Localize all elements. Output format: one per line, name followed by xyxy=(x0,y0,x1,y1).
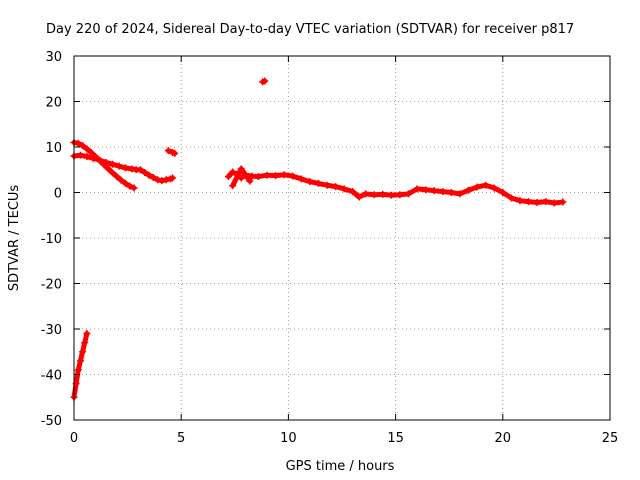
data-point-cluster xyxy=(238,166,253,184)
data-point xyxy=(130,184,138,192)
y-tick-label: -40 xyxy=(41,369,62,384)
x-tick-label: 15 xyxy=(387,431,404,446)
x-tick-label: 5 xyxy=(177,431,185,446)
y-tick-label: -10 xyxy=(41,232,62,247)
y-tick-label: 30 xyxy=(45,50,62,65)
data-point xyxy=(246,177,254,185)
x-axis-ticks: 0 5 10 15 20 25 xyxy=(70,56,618,446)
y-axis-label: SDTVAR / TECUs xyxy=(7,185,22,292)
y-axis-ticks: -50 -40 -30 -20 -10 0 10 20 30 xyxy=(41,50,610,429)
data-points xyxy=(70,77,567,401)
data-point xyxy=(171,149,179,157)
chart-title: Day 220 of 2024, Sidereal Day-to-day VTE… xyxy=(46,22,574,37)
y-tick-label: -50 xyxy=(41,414,62,429)
y-tick-label: -30 xyxy=(41,323,62,338)
data-point xyxy=(83,330,91,338)
y-tick-label: 20 xyxy=(45,96,62,111)
grid-lines xyxy=(74,56,610,420)
x-axis-label: GPS time / hours xyxy=(286,459,395,474)
x-tick-label: 20 xyxy=(495,431,512,446)
data-point xyxy=(169,174,177,182)
x-tick-label: 25 xyxy=(602,431,619,446)
data-point-cluster xyxy=(230,166,244,189)
data-point xyxy=(559,198,567,206)
data-point xyxy=(261,77,269,85)
y-tick-label: 10 xyxy=(45,141,62,156)
y-tick-label: -20 xyxy=(41,278,62,293)
y-tick-label: 0 xyxy=(54,187,62,202)
x-tick-label: 0 xyxy=(70,431,78,446)
x-tick-label: 10 xyxy=(280,431,297,446)
